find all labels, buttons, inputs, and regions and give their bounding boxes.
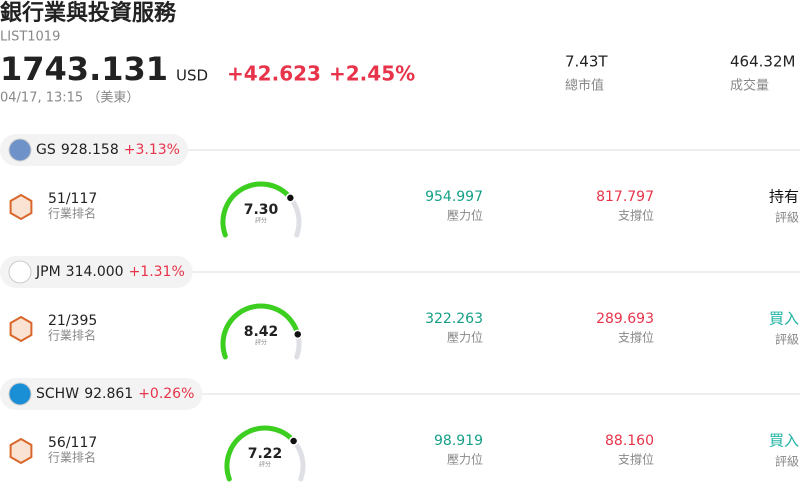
gauge-fill: [220, 181, 293, 238]
rank-icon: [9, 315, 33, 343]
resistance-label: 壓力位: [447, 330, 483, 345]
score-label: 評分: [259, 461, 271, 469]
rank: 21/395: [48, 313, 97, 329]
stat-label: 總市值: [565, 78, 604, 94]
resistance-label: 壓力位: [447, 452, 483, 467]
title: 銀行業與投資服務: [0, 0, 177, 26]
gauge-dot: [288, 436, 299, 446]
score: 8.42: [244, 324, 279, 340]
gauge-dot: [285, 193, 296, 203]
price: 1743.131: [0, 50, 168, 88]
ticker: JPM: [35, 264, 61, 280]
rank: 51/117: [48, 191, 97, 207]
resistance: 954.997: [425, 189, 483, 205]
gauge-fill: [220, 303, 301, 360]
rating-label: 評級: [775, 332, 799, 347]
stock-pill: [0, 256, 193, 288]
stock-pill: [0, 134, 188, 166]
rating: 持有: [769, 188, 799, 206]
resistance-label: 壓力位: [447, 208, 483, 223]
stock-logo: [8, 138, 32, 162]
change-pct: +2.45%: [329, 62, 415, 86]
ticker: SCHW: [36, 386, 79, 402]
stat-label: 成交量: [730, 78, 769, 94]
time: 04/17, 13:15 （美東）: [0, 90, 139, 106]
change: +42.623: [227, 62, 321, 86]
support-label: 支撐位: [618, 208, 654, 223]
rating: 買入: [769, 310, 799, 328]
rank-icon: [9, 193, 33, 221]
stock-logo: [8, 382, 32, 406]
stat-value: 464.32M: [730, 53, 795, 71]
code: LIST1019: [0, 30, 60, 45]
resistance: 98.919: [434, 433, 483, 449]
gauge-fill: [224, 425, 297, 482]
gauge-dot: [292, 329, 303, 340]
ticker: GS: [36, 142, 56, 158]
score: 7.22: [248, 446, 283, 462]
score-label: 評分: [255, 217, 267, 225]
currency: USD: [176, 67, 208, 85]
rank-icon: [9, 437, 33, 465]
rank-label: 行業排名: [48, 206, 96, 221]
stock-price: 314.000: [66, 264, 124, 280]
stock-change: +3.13%: [124, 142, 180, 158]
support: 88.160: [605, 433, 654, 449]
stock-change: +0.26%: [138, 386, 194, 402]
stock-logo: [8, 260, 32, 284]
rating-label: 評級: [775, 454, 799, 469]
rank-label: 行業排名: [48, 328, 96, 343]
stock-change: +1.31%: [129, 264, 185, 280]
stock-price: 92.861: [84, 386, 133, 402]
support: 289.693: [596, 311, 654, 327]
score-label: 評分: [255, 339, 267, 347]
support-label: 支撐位: [618, 452, 654, 467]
rating: 買入: [769, 432, 799, 450]
rank-label: 行業排名: [48, 450, 96, 465]
resistance: 322.263: [425, 311, 483, 327]
support-label: 支撐位: [618, 330, 654, 345]
rank: 56/117: [48, 435, 97, 451]
stock-pill: [0, 378, 203, 410]
score: 7.30: [244, 202, 279, 218]
support: 817.797: [596, 189, 654, 205]
stock-price: 928.158: [61, 142, 119, 158]
stat-value: 7.43T: [565, 53, 608, 71]
rating-label: 評級: [775, 210, 799, 225]
